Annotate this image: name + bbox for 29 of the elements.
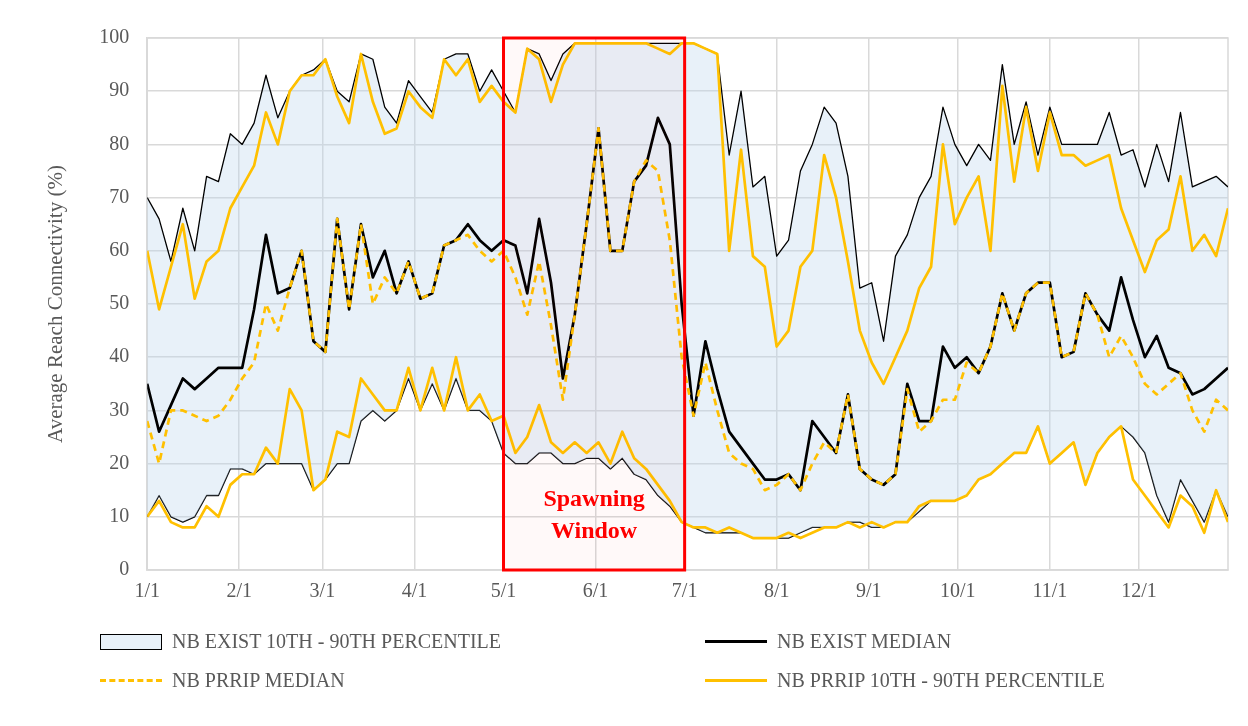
x-tick-label: 9/1 xyxy=(855,579,882,602)
x-tick-label: 11/1 xyxy=(1032,579,1068,602)
y-tick-label: 60 xyxy=(109,238,130,261)
y-tick-label: 80 xyxy=(109,131,130,154)
x-tick-label: 1/1 xyxy=(134,579,160,602)
y-axis-title: Average Reach Connectivity (%) xyxy=(43,165,68,443)
y-tick-label: 40 xyxy=(109,344,130,367)
x-tick-label: 5/1 xyxy=(490,579,517,602)
x-tick-label: 8/1 xyxy=(763,579,790,602)
legend-label: NB PRRIP MEDIAN xyxy=(172,669,345,692)
y-tick-label: 0 xyxy=(119,557,130,580)
x-tick-label: 6/1 xyxy=(582,579,609,602)
y-tick-label: 50 xyxy=(109,291,130,314)
band-label: Spawning Window xyxy=(543,485,645,543)
y-tick-label: 100 xyxy=(99,25,130,48)
x-tick-label: 12/1 xyxy=(1121,579,1157,602)
y-tick-label: 70 xyxy=(109,184,130,207)
y-tick-label: 20 xyxy=(109,450,130,473)
x-tick-label: 2/1 xyxy=(226,579,253,602)
y-tick-label: 10 xyxy=(109,504,130,527)
legend-label: NB EXIST MEDIAN xyxy=(777,630,952,653)
x-tick-label: 7/1 xyxy=(671,579,698,602)
legend-label: NB EXIST 10TH - 90TH PERCENTILE xyxy=(172,630,502,653)
y-tick-label: 90 xyxy=(109,78,130,101)
x-tick-label: 3/1 xyxy=(309,579,336,602)
legend-label: NB PRRIP 10TH - 90TH PERCENTILE xyxy=(777,669,1105,692)
x-tick-label: 4/1 xyxy=(401,579,428,602)
y-tick-label: 30 xyxy=(109,397,130,420)
x-tick-label: 10/1 xyxy=(940,579,976,602)
